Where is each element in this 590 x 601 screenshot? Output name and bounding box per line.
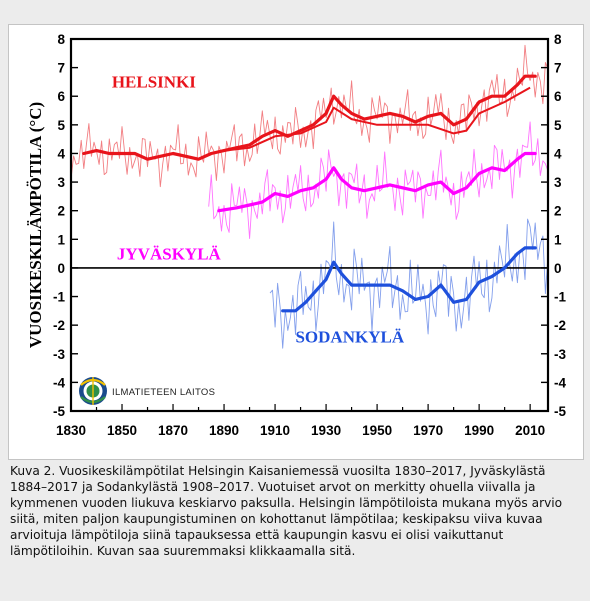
y-tick-label-left: -3: [53, 347, 65, 362]
y-tick-label-right: -3: [554, 347, 566, 362]
y-tick-label-left: 8: [57, 32, 65, 47]
y-tick-label-left: -1: [53, 290, 65, 305]
y-tick-label-left: -5: [53, 404, 65, 419]
annual-line-1: [208, 121, 549, 239]
y-tick-label-right: -4: [554, 375, 566, 390]
y-tick-label-left: 6: [57, 89, 65, 104]
x-tick-label: 1890: [209, 423, 239, 438]
x-tick-label: 1910: [260, 423, 290, 438]
labels-layer: HELSINKI JYVÄSKYLÄ SODANKYLÄ: [112, 73, 405, 347]
moving-average-line-1: [217, 151, 537, 213]
x-tick-label: 1850: [107, 423, 137, 438]
y-tick-label-right: 1: [554, 232, 562, 247]
y-tick-label-left: 5: [57, 118, 65, 133]
y-tick-label-left: 2: [57, 204, 65, 219]
y-tick-label-right: 7: [554, 61, 562, 76]
y-tick-label-left: -2: [53, 318, 65, 333]
x-tick-label: 1870: [158, 423, 188, 438]
logo-text: ILMATIETEEN LAITOS: [112, 387, 215, 398]
axes-layer: -5 -5 -4 -4 -3 -3 -2 -2 -1 -1 0 0 1 1 2 2 3 3 4 4 5 5 6 6 7 7 8 8 18…: [26, 32, 566, 438]
urban-corrected-line: [223, 86, 531, 152]
y-tick-label-left: 0: [57, 261, 65, 276]
y-tick-label-right: -5: [554, 404, 566, 419]
x-tick-label: 2010: [515, 423, 545, 438]
y-tick-label-left: -4: [53, 375, 65, 390]
y-tick-label-right: 4: [554, 146, 562, 161]
annual-line-2: [269, 218, 549, 349]
y-axis-label: VUOSIKESKILÄMPÖTILA (°C): [26, 102, 45, 348]
y-tick-label-right: -2: [554, 318, 566, 333]
y-tick-label-right: 3: [554, 175, 562, 190]
moving-average-line-0: [82, 74, 537, 161]
y-tick-label-right: 8: [554, 32, 562, 47]
series-label-1: JYVÄSKYLÄ: [117, 244, 222, 263]
temperature-chart: -5 -5 -4 -4 -3 -3 -2 -2 -1 -1 0 0 1 1 2 2 3 3 4 4 5 5 6 6 7 7 8 8 18…: [26, 32, 566, 438]
y-tick-label-right: 5: [554, 118, 562, 133]
y-tick-label-left: 3: [57, 175, 65, 190]
x-tick-label: 1970: [413, 423, 443, 438]
y-tick-label-right: -1: [554, 290, 566, 305]
x-tick-label: 1990: [464, 423, 494, 438]
y-tick-label-left: 4: [57, 146, 65, 161]
figure-caption: Kuva 2. Vuosikeskilämpötilat Helsingin K…: [10, 464, 563, 558]
moving-average-line-2: [281, 246, 537, 313]
x-tick-label: 1930: [311, 423, 341, 438]
series-label-2: SODANKYLÄ: [295, 327, 404, 346]
y-tick-label-left: 7: [57, 61, 65, 76]
y-tick-label-left: 1: [57, 232, 65, 247]
series-label-0: HELSINKI: [112, 73, 196, 92]
y-tick-label-right: 0: [554, 261, 562, 276]
plot-frame: [69, 37, 550, 413]
chart-figure[interactable]: -5 -5 -4 -4 -3 -3 -2 -2 -1 -1 0 0 1 1 2 2 3 3 4 4 5 5 6 6 7 7 8 8 18…: [8, 24, 584, 460]
y-tick-label-right: 2: [554, 204, 562, 219]
y-tick-label-right: 6: [554, 89, 562, 104]
x-tick-label: 1830: [56, 423, 86, 438]
fmi-logo: ILMATIETEEN LAITOS: [79, 377, 215, 405]
series-lines-layer: [82, 74, 537, 313]
x-tick-label: 1950: [362, 423, 392, 438]
